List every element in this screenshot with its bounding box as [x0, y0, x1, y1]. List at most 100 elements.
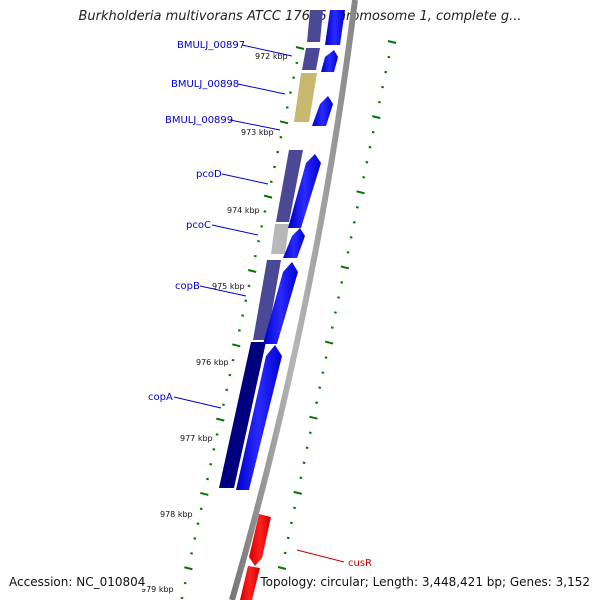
- gene-label-copa[interactable]: copA: [148, 392, 173, 403]
- leader-pcoc: [211, 224, 259, 236]
- outer-tick-23: [318, 386, 322, 389]
- outer-tick-10: [356, 190, 365, 195]
- inner-tick-22: [228, 373, 232, 377]
- inner-tick-33: [193, 537, 197, 540]
- cds-arrow-copb: [263, 262, 298, 344]
- gene-label-cusr[interactable]: cusR: [348, 558, 372, 569]
- outer-tick-track: [277, 40, 397, 570]
- kbp-labels: 972 kbp 973 kbp 974 kbp 975 kbp 976 kbp …: [141, 52, 288, 594]
- inner-tick-26: [215, 433, 219, 436]
- outer-tick-18: [333, 311, 337, 314]
- outer-tick-13: [349, 236, 353, 239]
- cog-box-copb: [253, 260, 281, 340]
- outer-tick-14: [346, 251, 350, 254]
- outer-tick-4: [377, 100, 381, 104]
- gene-label-pcoc[interactable]: pcoC: [186, 220, 211, 231]
- outer-tick-19: [330, 326, 334, 329]
- inner-tick-12: [260, 225, 264, 228]
- cds-arrow-bmulj-00897: [321, 50, 338, 72]
- outer-tick-11: [355, 206, 359, 209]
- inner-tick-8: [273, 165, 276, 169]
- outer-tick-28: [302, 461, 306, 465]
- cog-box-bmulj-00897: [302, 48, 320, 70]
- inner-tick-23: [225, 388, 229, 392]
- outer-tick-20: [324, 340, 334, 345]
- cds-lane: [236, 10, 345, 490]
- outer-tick-7: [368, 145, 372, 149]
- inner-tick-18: [241, 314, 245, 317]
- inner-tick-21: [231, 358, 235, 362]
- cds-arrow-pcoc: [283, 228, 305, 258]
- kbp-label-979: 979 kbp: [141, 585, 174, 594]
- inner-tick-1: [295, 61, 299, 65]
- leader-bmulj-00897: [241, 44, 293, 57]
- inner-tick-37: [180, 596, 184, 600]
- inner-tick-25: [216, 417, 225, 422]
- inner-tick-0: [295, 46, 305, 50]
- cog-box-bmulj-00896: [307, 10, 323, 42]
- outer-tick-8: [365, 160, 369, 164]
- inner-tick-15: [247, 269, 257, 273]
- inner-tick-29: [206, 477, 209, 481]
- cds-arrow-bmulj-00899: [312, 96, 333, 126]
- cog-box-pcoc: [271, 224, 289, 254]
- inner-tick-3: [288, 91, 292, 94]
- gene-label-bmulj-00898[interactable]: BMULJ_00898: [171, 79, 239, 90]
- outer-tick-22: [321, 371, 325, 374]
- outer-tick-21: [324, 356, 328, 359]
- leader-pcod: [221, 173, 269, 185]
- inner-tick-34: [190, 552, 194, 555]
- cog-box-pcod: [276, 150, 303, 222]
- inner-tick-35: [184, 566, 193, 571]
- accession-text: Accession: NC_010804: [7, 575, 148, 589]
- chromosome-backbone: [229, 0, 358, 600]
- outer-tick-30: [293, 490, 302, 495]
- inner-tick-31: [199, 507, 203, 511]
- inner-tick-5: [279, 120, 289, 125]
- outer-tick-29: [299, 476, 303, 480]
- outer-tick-31: [293, 506, 297, 510]
- cog-lane: [219, 10, 323, 488]
- kbp-label-973: 973 kbp: [241, 128, 274, 137]
- gene-label-pcod[interactable]: pcoD: [196, 169, 222, 180]
- outer-tick-17: [337, 296, 341, 299]
- gene-label-copb[interactable]: copB: [175, 281, 200, 292]
- outer-tick-26: [308, 431, 312, 435]
- kbp-label-978: 978 kbp: [160, 510, 193, 519]
- outer-tick-5: [372, 115, 381, 120]
- kbp-label-976: 976 kbp: [196, 358, 229, 367]
- leader-cusr: [296, 549, 345, 563]
- inner-tick-20: [231, 343, 241, 348]
- reverse-lane: [240, 514, 271, 600]
- gene-labels: BMULJ_00897 BMULJ_00898 BMULJ_00899 pcoD…: [148, 40, 372, 569]
- inner-tick-24: [222, 403, 225, 407]
- inner-tick-32: [196, 522, 200, 525]
- inner-tick-16: [247, 284, 251, 288]
- inner-tick-17: [244, 299, 248, 302]
- outer-tick-1: [387, 55, 391, 59]
- cds-arrow-pcod: [288, 154, 321, 228]
- leader-copa: [173, 396, 222, 409]
- outer-tick-35: [277, 566, 287, 570]
- outer-tick-12: [352, 221, 356, 224]
- inner-tick-7: [276, 150, 280, 154]
- inner-tick-27: [212, 448, 216, 451]
- inner-tick-30: [200, 491, 209, 496]
- outer-tick-27: [305, 446, 309, 450]
- reverse-arrow-cusr: [249, 514, 271, 566]
- leader-bmulj-00899: [229, 119, 281, 131]
- outer-tick-25: [309, 415, 318, 420]
- inner-tick-11: [263, 210, 267, 213]
- inner-tick-28: [209, 462, 213, 466]
- outer-tick-0: [387, 40, 397, 44]
- inner-tick-track: [180, 46, 305, 600]
- outer-tick-6: [371, 130, 375, 134]
- cog-box-bmulj-00898: [294, 73, 317, 122]
- gene-label-bmulj-00899[interactable]: BMULJ_00899: [165, 115, 233, 126]
- inner-tick-36: [183, 581, 187, 585]
- gene-label-bmulj-00897[interactable]: BMULJ_00897: [177, 40, 245, 51]
- cds-arrow-bmulj-00896: [325, 10, 345, 45]
- topology-info-text: Topology: circular; Length: 3,448,421 bp…: [258, 575, 592, 589]
- leader-bmulj-00898: [237, 83, 286, 95]
